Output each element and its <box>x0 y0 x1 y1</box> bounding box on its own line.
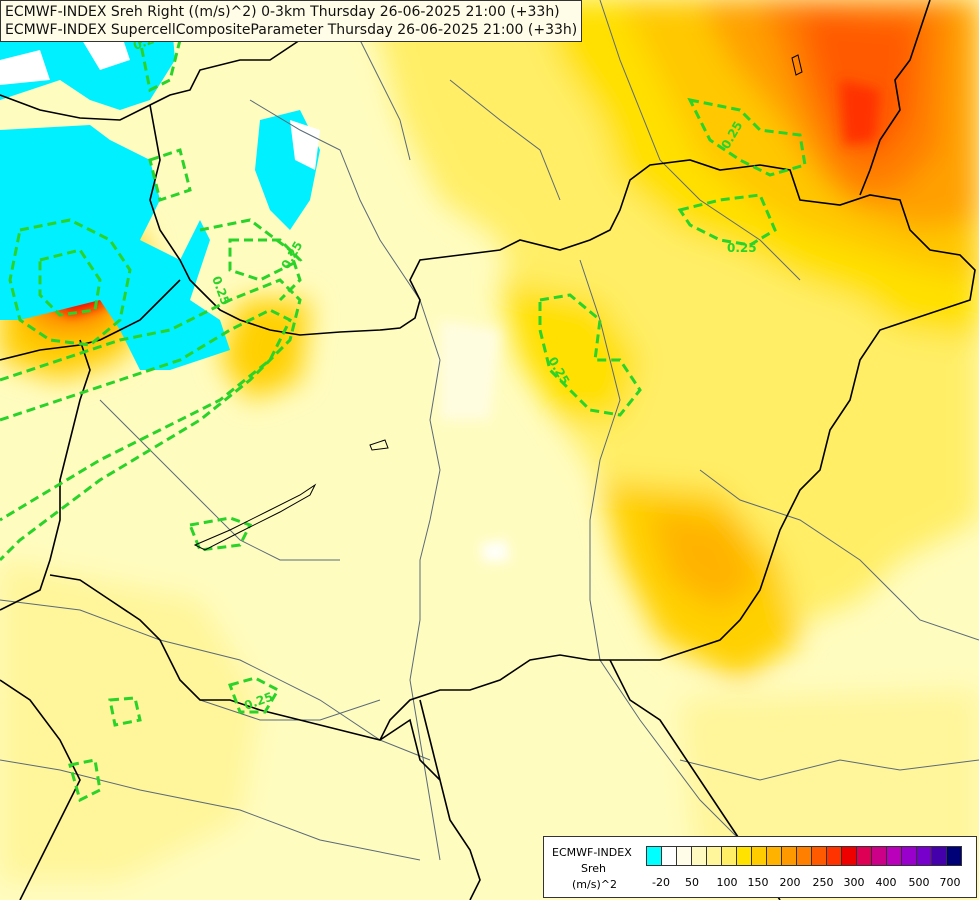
legend-tick-label: 400 <box>875 876 897 889</box>
lakes <box>193 54 803 551</box>
legend-swatch <box>916 846 932 866</box>
legend-swatch <box>781 846 797 866</box>
legend-tick-label: 300 <box>843 876 865 889</box>
legend-swatch <box>646 846 662 866</box>
legend-tick-label: 250 <box>812 876 834 889</box>
legend-swatch <box>796 846 812 866</box>
map-title-box: ECMWF-INDEX Sreh Right ((m/s)^2) 0-3km T… <box>0 0 583 42</box>
legend-tick-label: 500 <box>908 876 930 889</box>
legend-swatch <box>736 846 752 866</box>
legend-source: ECMWF-INDEX <box>552 846 632 859</box>
title-line-srh: ECMWF-INDEX Sreh Right ((m/s)^2) 0-3km T… <box>5 4 560 20</box>
legend-tick-label: 200 <box>779 876 801 889</box>
title-line-scp: ECMWF-INDEX SupercellCompositeParameter … <box>5 22 578 38</box>
legend-swatch <box>946 846 962 866</box>
legend-swatch <box>856 846 872 866</box>
legend-swatches <box>646 846 962 866</box>
legend-swatch <box>826 846 842 866</box>
rivers <box>0 0 979 861</box>
legend-swatch <box>751 846 767 866</box>
legend-swatch <box>871 846 887 866</box>
legend-variable: Sreh <box>581 862 607 875</box>
legend-swatch <box>706 846 722 866</box>
contour-label: 0.25 <box>727 241 757 255</box>
scp-contours <box>0 17 807 803</box>
legend-swatch <box>691 846 707 866</box>
legend-swatch <box>661 846 677 866</box>
legend-swatch <box>886 846 902 866</box>
legend-unit: (m/s)^2 <box>572 878 617 891</box>
legend-swatch <box>901 846 917 866</box>
legend-tick-label: 150 <box>747 876 769 889</box>
legend-tick-label: 700 <box>939 876 961 889</box>
legend-swatch <box>721 846 737 866</box>
legend-tick-label: 50 <box>685 876 699 889</box>
legend-swatch <box>811 846 827 866</box>
legend-swatch <box>931 846 947 866</box>
legend-tick-label: -20 <box>652 876 670 889</box>
color-legend: ECMWF-INDEX Sreh (m/s)^2 -20 50 100 150 200 2… <box>543 836 977 898</box>
legend-swatch <box>766 846 782 866</box>
legend-tick-label: 100 <box>716 876 738 889</box>
legend-swatch <box>841 846 857 866</box>
legend-swatch <box>676 846 692 866</box>
